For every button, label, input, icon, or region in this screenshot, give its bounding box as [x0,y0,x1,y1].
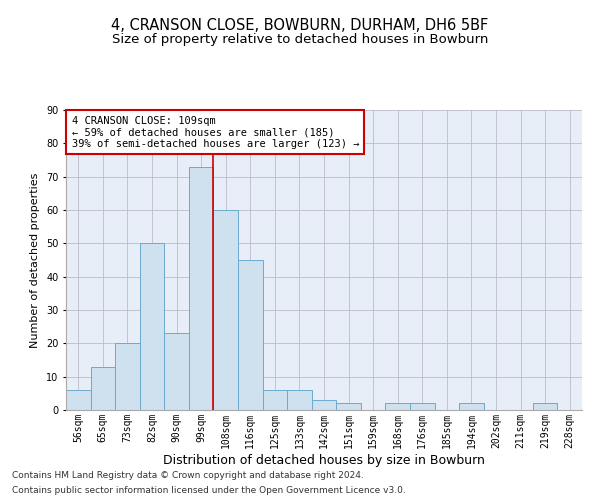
Bar [66,390,91,410]
Bar [385,404,410,410]
Bar [238,260,263,410]
Text: 4 CRANSON CLOSE: 109sqm
← 59% of detached houses are smaller (185)
39% of semi-d: 4 CRANSON CLOSE: 109sqm ← 59% of detache… [71,116,359,149]
Text: Size of property relative to detached houses in Bowburn: Size of property relative to detached ho… [112,32,488,46]
Bar [533,404,557,410]
Bar [287,390,312,410]
Bar [336,404,361,410]
Bar [189,166,214,410]
Bar [312,400,336,410]
Text: Contains public sector information licensed under the Open Government Licence v3: Contains public sector information licen… [12,486,406,495]
Bar [459,404,484,410]
Bar [91,366,115,410]
Y-axis label: Number of detached properties: Number of detached properties [31,172,40,348]
X-axis label: Distribution of detached houses by size in Bowburn: Distribution of detached houses by size … [163,454,485,466]
Bar [214,210,238,410]
Bar [263,390,287,410]
Bar [115,344,140,410]
Bar [140,244,164,410]
Bar [164,334,189,410]
Text: Contains HM Land Registry data © Crown copyright and database right 2024.: Contains HM Land Registry data © Crown c… [12,471,364,480]
Text: 4, CRANSON CLOSE, BOWBURN, DURHAM, DH6 5BF: 4, CRANSON CLOSE, BOWBURN, DURHAM, DH6 5… [112,18,488,32]
Bar [410,404,434,410]
